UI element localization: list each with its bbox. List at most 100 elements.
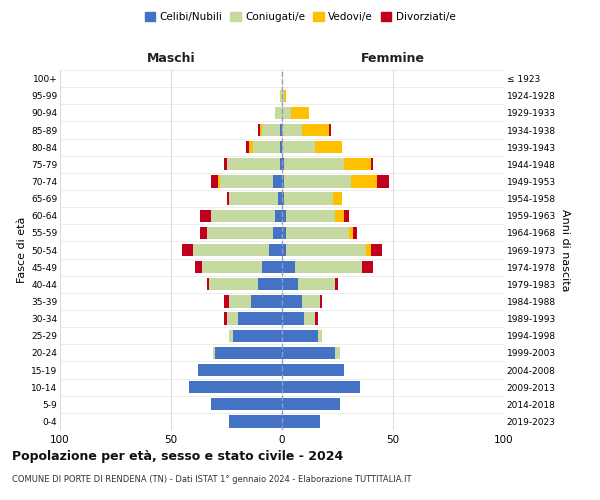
Bar: [280, 158, 282, 170]
Bar: [229, 416, 282, 428]
Bar: [282, 398, 340, 410]
Bar: [282, 226, 286, 239]
Bar: [282, 141, 316, 154]
Bar: [238, 312, 282, 324]
Bar: [282, 124, 302, 136]
Bar: [251, 296, 282, 308]
Bar: [282, 278, 298, 290]
Bar: [273, 176, 282, 188]
Bar: [316, 141, 342, 154]
Bar: [335, 210, 344, 222]
Bar: [227, 158, 280, 170]
Bar: [282, 106, 291, 119]
Bar: [282, 192, 284, 204]
Bar: [209, 278, 257, 290]
Bar: [282, 210, 286, 222]
Bar: [362, 261, 373, 274]
Bar: [196, 261, 202, 274]
Bar: [224, 158, 227, 170]
Bar: [227, 312, 238, 324]
Bar: [200, 210, 211, 222]
Bar: [282, 381, 360, 394]
Bar: [349, 226, 353, 239]
Bar: [282, 346, 335, 359]
Bar: [189, 381, 282, 394]
Bar: [269, 244, 282, 256]
Bar: [249, 141, 253, 154]
Bar: [302, 296, 320, 308]
Bar: [224, 296, 229, 308]
Bar: [284, 158, 344, 170]
Bar: [213, 346, 215, 359]
Bar: [253, 141, 280, 154]
Bar: [257, 278, 282, 290]
Bar: [353, 226, 358, 239]
Bar: [335, 278, 337, 290]
Bar: [291, 106, 308, 119]
Bar: [193, 244, 269, 256]
Bar: [298, 278, 335, 290]
Bar: [329, 124, 331, 136]
Bar: [275, 210, 282, 222]
Bar: [282, 312, 304, 324]
Bar: [233, 330, 282, 342]
Text: Femmine: Femmine: [361, 52, 425, 65]
Bar: [282, 261, 295, 274]
Bar: [218, 176, 220, 188]
Bar: [220, 176, 273, 188]
Bar: [282, 158, 284, 170]
Bar: [284, 90, 286, 102]
Bar: [280, 124, 282, 136]
Bar: [367, 244, 371, 256]
Y-axis label: Fasce di età: Fasce di età: [17, 217, 27, 283]
Bar: [304, 312, 316, 324]
Bar: [320, 296, 322, 308]
Bar: [377, 176, 389, 188]
Bar: [282, 416, 320, 428]
Bar: [286, 226, 349, 239]
Bar: [282, 176, 284, 188]
Bar: [273, 226, 282, 239]
Bar: [282, 296, 302, 308]
Bar: [200, 226, 206, 239]
Bar: [229, 192, 278, 204]
Bar: [202, 261, 262, 274]
Bar: [229, 330, 233, 342]
Bar: [229, 296, 251, 308]
Bar: [206, 278, 209, 290]
Bar: [351, 176, 377, 188]
Bar: [182, 244, 193, 256]
Bar: [286, 210, 335, 222]
Text: Popolazione per età, sesso e stato civile - 2024: Popolazione per età, sesso e stato civil…: [12, 450, 343, 463]
Bar: [335, 346, 340, 359]
Bar: [344, 210, 349, 222]
Bar: [302, 124, 329, 136]
Bar: [262, 124, 280, 136]
Bar: [282, 90, 284, 102]
Bar: [284, 176, 351, 188]
Bar: [282, 364, 344, 376]
Bar: [282, 330, 317, 342]
Bar: [257, 124, 260, 136]
Bar: [317, 330, 322, 342]
Bar: [262, 261, 282, 274]
Bar: [247, 141, 249, 154]
Bar: [206, 226, 273, 239]
Bar: [275, 106, 282, 119]
Bar: [371, 244, 382, 256]
Text: Maschi: Maschi: [146, 52, 196, 65]
Bar: [211, 398, 282, 410]
Bar: [316, 312, 317, 324]
Bar: [333, 192, 342, 204]
Bar: [371, 158, 373, 170]
Bar: [260, 124, 262, 136]
Bar: [197, 364, 282, 376]
Bar: [211, 210, 275, 222]
Bar: [284, 192, 333, 204]
Bar: [211, 176, 218, 188]
Bar: [280, 141, 282, 154]
Bar: [286, 244, 367, 256]
Bar: [295, 261, 362, 274]
Bar: [227, 192, 229, 204]
Bar: [344, 158, 371, 170]
